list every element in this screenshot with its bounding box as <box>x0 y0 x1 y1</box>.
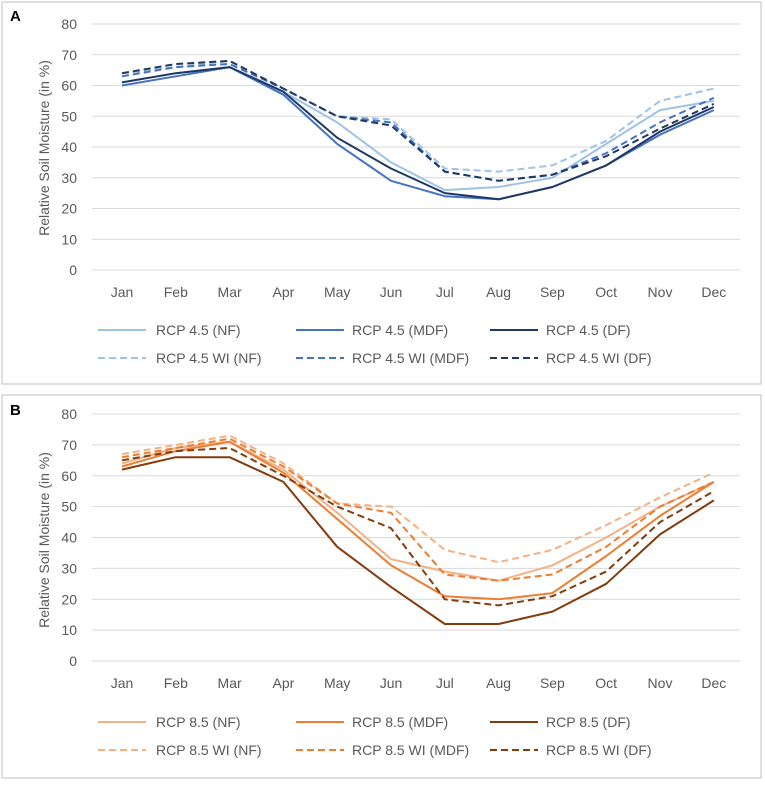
panel-b-x-tick-nov: Nov <box>648 675 673 691</box>
panel-b-x-tick-aug: Aug <box>486 675 511 691</box>
panel-a-x-tick-aug: Aug <box>486 284 511 300</box>
panel-a-gridlines <box>92 23 740 271</box>
panel-b-x-tick-may: May <box>324 675 350 691</box>
panel-a-legend: RCP 4.5 (NF) RCP 4.5 (MDF) RCP 4.5 (DF) RCP… <box>98 322 652 366</box>
panel-a-y-tick-20: 20 <box>61 201 77 217</box>
panel-b-x-tick-jun: Jun <box>380 675 403 691</box>
panel-b-y-tick-50: 50 <box>61 499 77 515</box>
panel-b-y-tick-10: 10 <box>61 622 77 638</box>
panel-b-y-axis-title: Relative Soil Moisture (in %) <box>36 452 52 628</box>
panel-a-x-tick-dec: Dec <box>701 284 726 300</box>
panel-a-label: A <box>10 8 21 25</box>
panel-b-y-tick-70: 70 <box>61 437 77 453</box>
panel-b-y-tick-20: 20 <box>61 591 77 607</box>
panel-a-legend-label-4: RCP 4.5 WI (NF) <box>156 350 262 366</box>
panel-a-legend-label-5: RCP 4.5 WI (MDF) <box>352 350 469 366</box>
panel-a-legend-label-1: RCP 4.5 (NF) <box>156 322 241 338</box>
panel-b-series-line-6 <box>121 447 715 607</box>
panel-a-x-tick-jun: Jun <box>380 284 403 300</box>
panel-a-y-tick-40: 40 <box>61 139 77 155</box>
panel-b-y-tick-80: 80 <box>61 406 77 422</box>
panel-b-series-line-5 <box>121 437 715 582</box>
panel-a-x-tick-jan: Jan <box>111 284 134 300</box>
panel-b-legend-label-1: RCP 8.5 (NF) <box>156 714 241 730</box>
panel-b-y-tick-labels: 0 10 20 30 40 50 60 70 80 <box>61 406 77 669</box>
panel-a-series-line-6 <box>121 59 715 182</box>
panel-b-label: B <box>10 402 21 419</box>
panel-a-series-lines <box>121 59 715 201</box>
panel-a-x-tick-sep: Sep <box>540 284 565 300</box>
panel-b-series-line-2 <box>121 440 715 601</box>
panel-b-x-tick-jan: Jan <box>111 675 134 691</box>
panel-a-y-tick-0: 0 <box>69 262 77 278</box>
panel-a-y-axis-title: Relative Soil Moisture (in %) <box>36 60 52 236</box>
panel-a-x-tick-labels: Jan Feb Mar Apr May Jun Jul Aug Sep Oct Nov Dec <box>111 284 727 300</box>
panel-b-x-tick-sep: Sep <box>540 675 565 691</box>
panel-a-x-tick-feb: Feb <box>164 284 188 300</box>
panel-a: A Relative Soil Moisture (in %) 0 10 20 30 4… <box>1 1 762 385</box>
panel-a-x-tick-may: May <box>324 284 350 300</box>
panel-a-x-tick-mar: Mar <box>218 284 242 300</box>
panel-b-y-tick-40: 40 <box>61 530 77 546</box>
panel-b-series-line-3 <box>121 456 715 625</box>
panel-a-x-tick-nov: Nov <box>648 284 673 300</box>
panel-b-y-tick-60: 60 <box>61 468 77 484</box>
panel-b-x-tick-mar: Mar <box>218 675 242 691</box>
panel-a-series-line-5 <box>121 63 715 182</box>
panel-b-x-tick-feb: Feb <box>164 675 188 691</box>
panel-b-x-tick-apr: Apr <box>273 675 295 691</box>
panel-a-series-line-3 <box>121 66 715 201</box>
panel-a-y-tick-50: 50 <box>61 108 77 124</box>
panel-a-x-tick-apr: Apr <box>273 284 295 300</box>
panel-b: B Relative Soil Moisture (in %) 0 10 20 30 4… <box>1 394 762 779</box>
panel-a-legend-label-6: RCP 4.5 WI (DF) <box>546 350 652 366</box>
panel-b-y-tick-0: 0 <box>69 653 77 669</box>
panel-b-legend-label-2: RCP 8.5 (MDF) <box>352 714 448 730</box>
panel-a-y-tick-80: 80 <box>61 16 77 32</box>
panel-b-legend-label-6: RCP 8.5 WI (DF) <box>546 742 652 758</box>
panel-a-y-tick-70: 70 <box>61 47 77 63</box>
panel-a-legend-label-2: RCP 4.5 (MDF) <box>352 322 448 338</box>
panel-b-x-tick-jul: Jul <box>436 675 454 691</box>
panel-b-legend: RCP 8.5 (NF) RCP 8.5 (MDF) RCP 8.5 (DF) RCP… <box>98 714 652 758</box>
panel-b-y-tick-30: 30 <box>61 560 77 576</box>
panel-b-x-tick-oct: Oct <box>595 675 617 691</box>
panel-a-border <box>1 1 762 385</box>
panel-a-legend-label-3: RCP 4.5 (DF) <box>546 322 631 338</box>
panel-b-x-tick-dec: Dec <box>701 675 726 691</box>
panel-b-legend-label-3: RCP 8.5 (DF) <box>546 714 631 730</box>
panel-a-x-tick-jul: Jul <box>436 284 454 300</box>
panel-a-x-tick-oct: Oct <box>595 284 617 300</box>
panel-a-y-tick-30: 30 <box>61 170 77 186</box>
panel-b-series-line-4 <box>121 434 715 564</box>
panel-a-y-tick-10: 10 <box>61 231 77 247</box>
panel-b-x-tick-labels: Jan Feb Mar Apr May Jun Jul Aug Sep Oct Nov Dec <box>111 675 727 691</box>
panel-a-y-tick-labels: 0 10 20 30 40 50 60 70 80 <box>61 16 77 278</box>
panel-b-series-lines <box>121 434 715 625</box>
panel-b-legend-label-5: RCP 8.5 WI (MDF) <box>352 742 469 758</box>
panel-b-legend-label-4: RCP 8.5 WI (NF) <box>156 742 262 758</box>
panel-a-y-tick-60: 60 <box>61 78 77 94</box>
